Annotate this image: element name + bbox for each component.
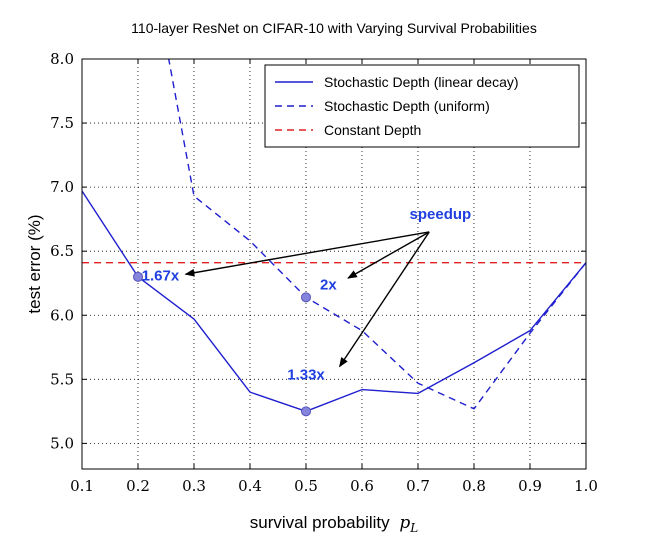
series-line-0 <box>82 190 586 412</box>
y-axis-label: test error (%) <box>25 214 44 313</box>
annotation-arrow <box>347 231 430 279</box>
highlight-point <box>133 271 143 282</box>
x-tick-label: 0.1 <box>70 477 94 495</box>
series-line-1 <box>168 59 586 410</box>
y-tick-label: 7.0 <box>50 178 74 196</box>
x-tick-label: 0.8 <box>462 477 486 495</box>
plot-frame <box>81 58 587 470</box>
highlight-point <box>301 406 311 417</box>
annotations: speedup 1.67x 2x 1.33x <box>142 206 472 383</box>
x-axis-label: survival probability pL <box>250 513 418 535</box>
y-tick-label: 6.5 <box>50 242 74 260</box>
y-tick-label: 8.0 <box>50 50 74 68</box>
annotation-label: 1.33x <box>287 366 325 383</box>
x-axis-label-symbol: p <box>399 513 410 533</box>
highlight-point <box>301 292 311 303</box>
y-tick-label: 5.5 <box>50 370 74 388</box>
highlight-points <box>133 271 311 417</box>
annotation-arrows <box>184 231 430 368</box>
x-tick-label: 0.6 <box>350 477 374 495</box>
annotation-arrow <box>339 231 430 368</box>
chart-title: 110-layer ResNet on CIFAR-10 with Varyin… <box>131 20 537 36</box>
x-tick-label: 0.3 <box>182 477 206 495</box>
x-axis-label-subscript: L <box>409 521 418 535</box>
legend: Stochastic Depth (linear decay) Stochasti… <box>264 64 580 148</box>
x-tick-label: 0.7 <box>406 477 430 495</box>
legend-label: Stochastic Depth (linear decay) <box>324 74 519 90</box>
legend-label: Stochastic Depth (uniform) <box>324 98 490 114</box>
x-tick-label: 1.0 <box>574 477 598 495</box>
legend-label: Constant Depth <box>324 122 421 138</box>
x-ticks: 0.1 0.2 0.3 0.4 0.5 0.6 0.7 0.8 0.9 1.0 <box>70 59 598 495</box>
x-tick-label: 0.4 <box>238 477 262 495</box>
y-tick-label: 5.0 <box>50 434 74 452</box>
x-tick-label: 0.2 <box>126 477 150 495</box>
legend-box <box>264 64 580 148</box>
series-group <box>82 59 586 412</box>
annotation-label: 1.67x <box>142 268 180 285</box>
x-axis-label-text: survival probability <box>250 513 390 532</box>
y-ticks: 5.0 5.5 6.0 6.5 7.0 7.5 8.0 <box>50 50 586 452</box>
y-tick-label: 6.0 <box>50 306 74 324</box>
x-tick-label: 0.5 <box>294 477 318 495</box>
annotation-label: speedup <box>410 206 472 223</box>
y-tick-label: 7.5 <box>50 114 74 132</box>
annotation-arrow <box>184 231 430 277</box>
annotation-label: 2x <box>320 277 337 294</box>
x-tick-label: 0.9 <box>518 477 542 495</box>
